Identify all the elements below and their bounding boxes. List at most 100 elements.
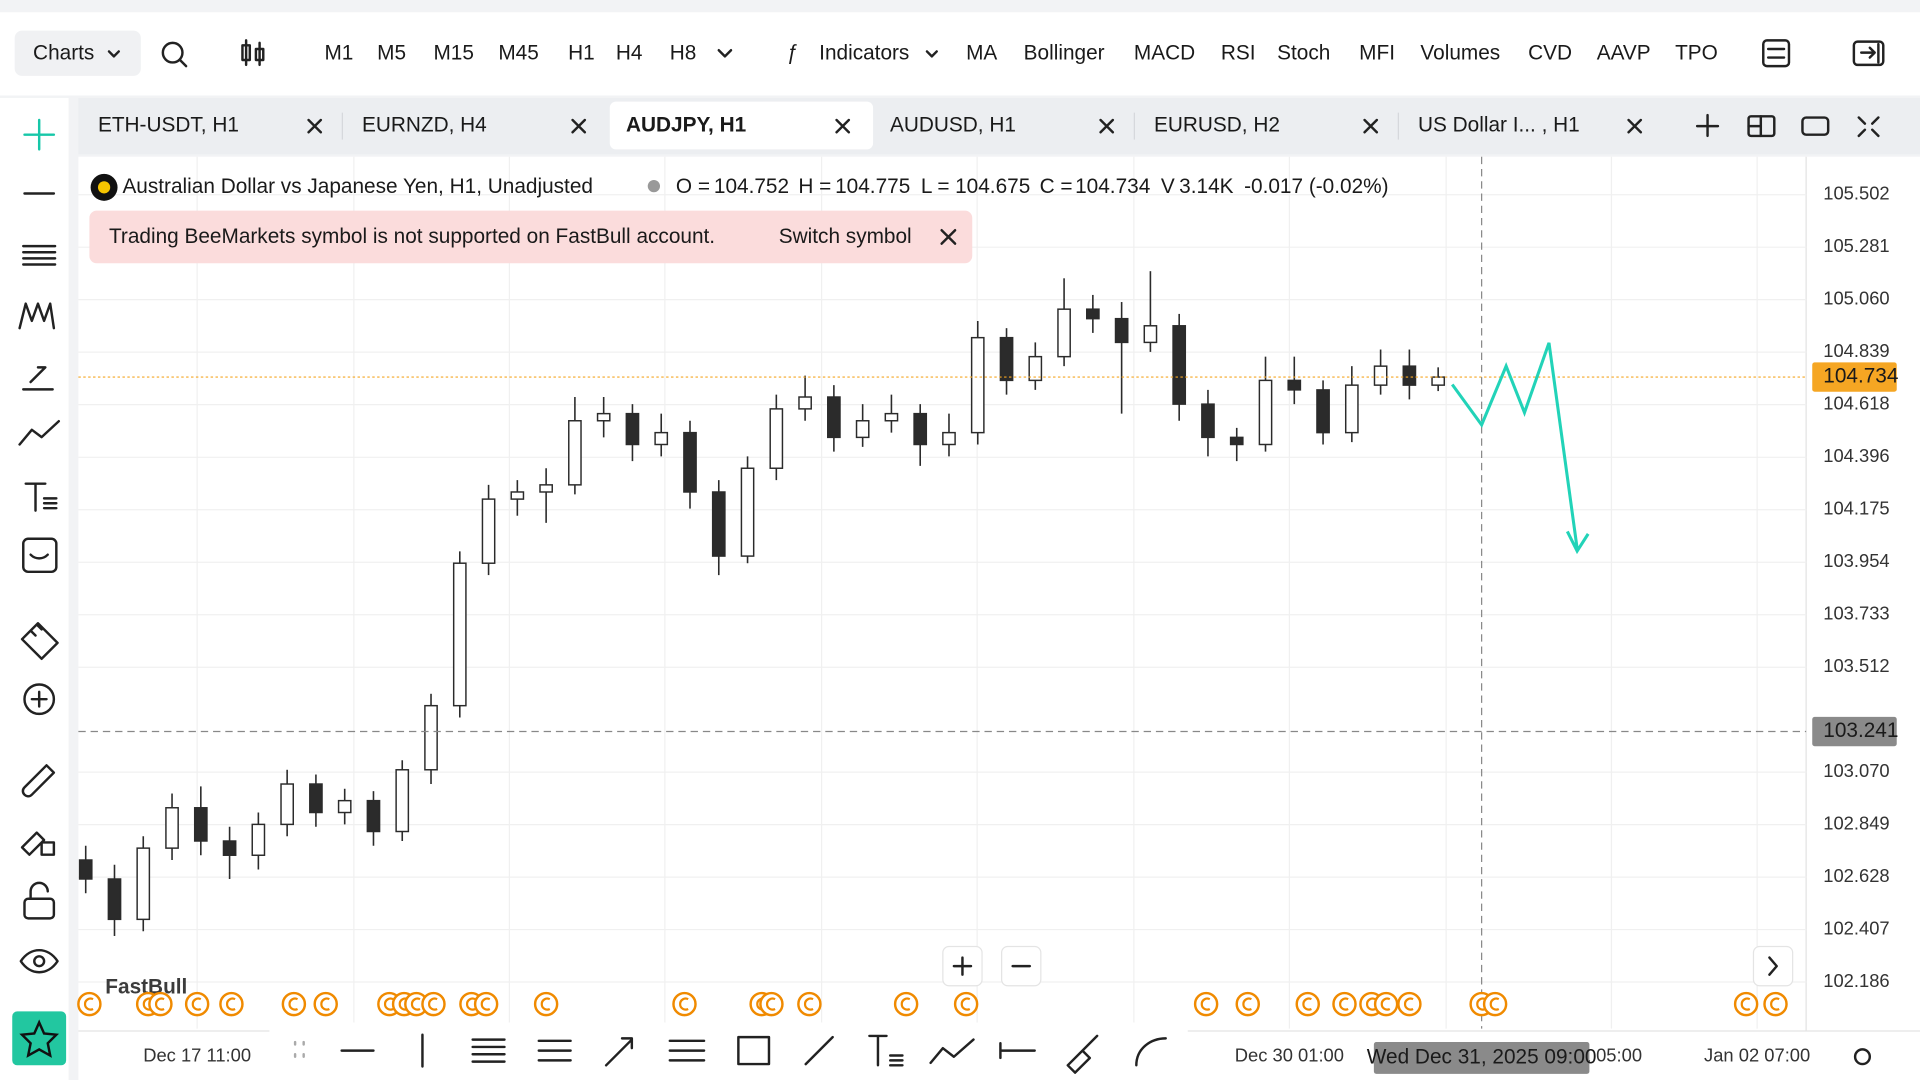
drawing-arrow[interactable] bbox=[1451, 342, 1590, 555]
tab-close[interactable] bbox=[1627, 118, 1643, 134]
tab-label[interactable]: AUDJPY, H1 bbox=[626, 114, 746, 137]
event-marker[interactable] bbox=[1397, 991, 1422, 1017]
timeframe[interactable]: H8 bbox=[670, 41, 697, 64]
event-marker[interactable] bbox=[1295, 991, 1320, 1017]
candle-body bbox=[1258, 379, 1273, 446]
timeframe[interactable]: M45 bbox=[498, 41, 538, 64]
legend-change: -0.017 (-0.02%) bbox=[1244, 175, 1388, 198]
candle-body bbox=[970, 336, 985, 434]
event-marker[interactable] bbox=[219, 991, 244, 1017]
event-marker[interactable] bbox=[1235, 991, 1260, 1017]
fullscreen-icon[interactable] bbox=[1852, 40, 1885, 67]
timeframe[interactable]: M5 bbox=[377, 41, 406, 64]
candle-body bbox=[1373, 365, 1388, 386]
tab-label[interactable]: EURUSD, H2 bbox=[1154, 114, 1280, 137]
alert-close[interactable] bbox=[940, 228, 957, 245]
event-marker[interactable] bbox=[672, 991, 697, 1017]
study[interactable]: TPO bbox=[1675, 41, 1718, 64]
event-marker[interactable] bbox=[1193, 991, 1219, 1017]
timeframe[interactable]: H4 bbox=[616, 41, 643, 64]
charts-button[interactable] bbox=[14, 30, 141, 76]
x-tick-label: Jan 02 07:00 bbox=[1704, 1045, 1810, 1066]
chevron bbox=[107, 50, 121, 58]
study[interactable]: MFI bbox=[1359, 41, 1395, 64]
study[interactable]: AAVP bbox=[1597, 41, 1651, 64]
tab-label[interactable]: US Dollar I... , H1 bbox=[1418, 114, 1580, 137]
event-marker[interactable] bbox=[953, 991, 979, 1017]
legend-label: V bbox=[1161, 175, 1175, 198]
event-marker[interactable] bbox=[893, 991, 919, 1017]
event-marker[interactable] bbox=[1763, 991, 1788, 1017]
study[interactable]: Bollinger bbox=[1024, 41, 1105, 64]
candle-body bbox=[884, 412, 899, 422]
y-tick-label: 103.954 bbox=[1823, 550, 1889, 571]
candle-body bbox=[913, 412, 928, 446]
study[interactable]: MACD bbox=[1134, 41, 1195, 64]
event-glyph bbox=[1242, 997, 1252, 1011]
left-tools[interactable] bbox=[18, 118, 60, 974]
legend-label: O = bbox=[676, 175, 710, 198]
candle-body bbox=[942, 431, 956, 446]
candle-icon[interactable] bbox=[241, 39, 265, 67]
event-marker[interactable] bbox=[1733, 991, 1759, 1017]
event-glyph bbox=[765, 997, 776, 1011]
study[interactable]: RSI bbox=[1221, 41, 1256, 64]
y-tick-label: 102.628 bbox=[1823, 865, 1889, 886]
y-tick-label: 103.733 bbox=[1823, 603, 1889, 624]
timeframe[interactable]: M1 bbox=[324, 41, 353, 64]
study[interactable]: Volumes bbox=[1420, 41, 1500, 64]
y-tick-label: 103.070 bbox=[1823, 760, 1889, 781]
event-glyph bbox=[1380, 997, 1391, 1011]
alert-action[interactable]: Switch symbol bbox=[779, 225, 912, 248]
y-tick-label: 105.060 bbox=[1823, 288, 1889, 309]
tab-label[interactable]: AUDUSD, H1 bbox=[890, 114, 1016, 137]
event-marker[interactable] bbox=[77, 991, 102, 1017]
event-marker[interactable] bbox=[148, 991, 173, 1017]
drawing-tools[interactable] bbox=[293, 1033, 1167, 1074]
event-marker[interactable] bbox=[1482, 991, 1508, 1017]
event-marker[interactable] bbox=[184, 991, 210, 1017]
legend-label: C = bbox=[1040, 175, 1073, 198]
chevron[interactable] bbox=[717, 48, 733, 58]
timeframe[interactable]: M15 bbox=[433, 41, 473, 64]
indicators-label[interactable]: Indicators bbox=[819, 41, 909, 64]
favorites-button[interactable] bbox=[12, 1011, 67, 1066]
study[interactable]: MA bbox=[966, 41, 997, 64]
tab-close[interactable] bbox=[571, 118, 587, 134]
candle-body bbox=[136, 847, 151, 921]
tab-label[interactable]: EURNZD, H4 bbox=[362, 114, 487, 137]
tab-close[interactable] bbox=[1099, 118, 1115, 134]
event-glyph bbox=[154, 997, 165, 1011]
event-marker[interactable] bbox=[533, 991, 559, 1017]
zoom-controls[interactable] bbox=[942, 945, 1794, 987]
study[interactable]: Stoch bbox=[1277, 41, 1330, 64]
event-glyph bbox=[225, 997, 236, 1011]
tab-close[interactable] bbox=[835, 118, 851, 134]
search-icon[interactable] bbox=[161, 41, 184, 64]
study[interactable]: CVD bbox=[1528, 41, 1572, 64]
event-marker[interactable] bbox=[313, 991, 338, 1017]
crosshair-price-label: 103.241 bbox=[1823, 719, 1898, 742]
tab-actions[interactable] bbox=[1695, 113, 1880, 138]
event-glyph bbox=[465, 997, 476, 1011]
event-marker[interactable] bbox=[421, 991, 446, 1017]
event-marker[interactable] bbox=[473, 991, 499, 1017]
layout-icon[interactable] bbox=[1762, 39, 1791, 68]
tab-close[interactable] bbox=[1363, 118, 1379, 134]
candle-body bbox=[827, 396, 841, 439]
timeframe[interactable]: H1 bbox=[568, 41, 595, 64]
candle-body bbox=[280, 783, 294, 826]
event-marker[interactable] bbox=[1332, 991, 1357, 1017]
tab-label[interactable]: ETH-USDT, H1 bbox=[98, 114, 239, 137]
event-marker[interactable] bbox=[281, 991, 307, 1017]
y-tick-label: 104.175 bbox=[1823, 498, 1889, 519]
event-marker[interactable] bbox=[1373, 991, 1399, 1017]
settings-icon[interactable] bbox=[1853, 1048, 1872, 1066]
event-marker[interactable] bbox=[797, 991, 822, 1017]
candle-body bbox=[424, 704, 438, 771]
event-marker[interactable] bbox=[759, 991, 784, 1017]
legend-value: 104.734 bbox=[1075, 175, 1150, 198]
active-tab[interactable] bbox=[609, 101, 874, 150]
event-markers bbox=[77, 991, 1788, 1017]
tab-close[interactable] bbox=[307, 118, 323, 134]
